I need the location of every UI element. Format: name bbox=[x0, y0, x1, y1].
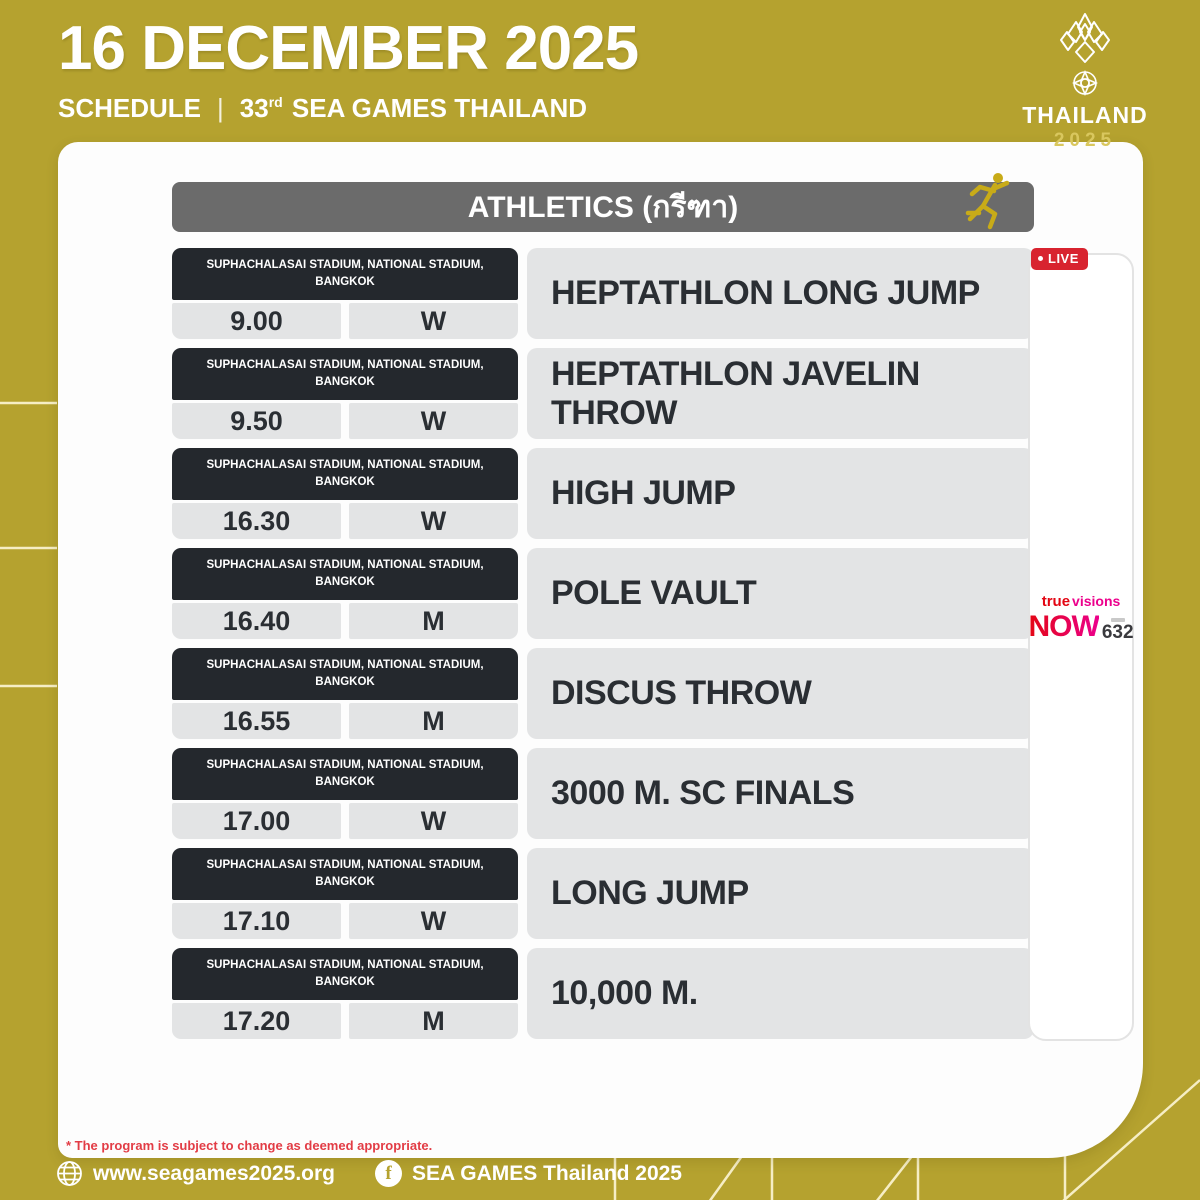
time-cell: 16.40 bbox=[172, 603, 341, 639]
time-cell: 16.55 bbox=[172, 703, 341, 739]
time-gender-row: 17.00 W bbox=[172, 803, 518, 839]
venue-label: SUPHACHALASAI STADIUM, NATIONAL STADIUM,… bbox=[172, 648, 518, 700]
time-gender-row: 9.00 W bbox=[172, 303, 518, 339]
channel-mini-text bbox=[1110, 617, 1125, 622]
venue-time-block: SUPHACHALASAI STADIUM, NATIONAL STADIUM,… bbox=[172, 648, 518, 739]
venue-time-block: SUPHACHALASAI STADIUM, NATIONAL STADIUM,… bbox=[172, 748, 518, 839]
visions-brand: visions bbox=[1072, 593, 1121, 609]
venue-time-block: SUPHACHALASAI STADIUM, NATIONAL STADIUM,… bbox=[172, 848, 518, 939]
venue-time-block: SUPHACHALASAI STADIUM, NATIONAL STADIUM,… bbox=[172, 548, 518, 639]
time-cell: 17.00 bbox=[172, 803, 341, 839]
venue-label: SUPHACHALASAI STADIUM, NATIONAL STADIUM,… bbox=[172, 448, 518, 500]
page-header: 16 DECEMBER 2025 SCHEDULE | 33rd SEA GAM… bbox=[58, 14, 639, 124]
time-cell: 9.50 bbox=[172, 403, 341, 439]
time-gender-row: 17.10 W bbox=[172, 903, 518, 939]
page-footer: www.seagames2025.org f SEA GAMES Thailan… bbox=[0, 1160, 1200, 1187]
channel-block: 632 bbox=[1101, 617, 1134, 643]
subtitle-separator: | bbox=[217, 93, 224, 124]
event-name: DISCUS THROW bbox=[527, 648, 1034, 739]
schedule-card: ATHLETICS (กรีฑา) SUPHACHALASAI STADIUM,… bbox=[58, 142, 1143, 1158]
event-name: 10,000 M. bbox=[527, 948, 1034, 1039]
venue-label: SUPHACHALASAI STADIUM, NATIONAL STADIUM,… bbox=[172, 548, 518, 600]
venue-label: SUPHACHALASAI STADIUM, NATIONAL STADIUM,… bbox=[172, 248, 518, 300]
time-gender-row: 16.40 M bbox=[172, 603, 518, 639]
thailand-2025-logo: THAILAND 2025 bbox=[1018, 10, 1152, 152]
website-url: www.seagames2025.org bbox=[93, 1161, 336, 1185]
logo-year: 2025 bbox=[1053, 130, 1117, 151]
event-name: POLE VAULT bbox=[527, 548, 1034, 639]
gender-cell: M bbox=[349, 1003, 518, 1039]
channel-number: 632 bbox=[1101, 621, 1134, 643]
venue-label: SUPHACHALASAI STADIUM, NATIONAL STADIUM,… bbox=[172, 348, 518, 400]
globe-icon bbox=[57, 1161, 82, 1186]
gender-cell: W bbox=[349, 803, 518, 839]
athletics-runner-icon bbox=[965, 173, 1010, 230]
true-brand: true bbox=[1041, 593, 1071, 610]
time-cell: 16.30 bbox=[172, 503, 341, 539]
subtitle: SCHEDULE | 33rd SEA GAMES THAILAND bbox=[58, 93, 638, 124]
time-gender-row: 17.20 M bbox=[172, 1003, 518, 1039]
edition-rest: SEA GAMES THAILAND bbox=[284, 93, 588, 124]
sport-title: ATHLETICS (กรีฑา) bbox=[467, 190, 739, 224]
gender-cell: W bbox=[349, 403, 518, 439]
schedule-row: SUPHACHALASAI STADIUM, NATIONAL STADIUM,… bbox=[172, 448, 1034, 539]
time-cell: 17.10 bbox=[172, 903, 341, 939]
time-gender-row: 16.30 W bbox=[172, 503, 518, 539]
schedule-label: SCHEDULE bbox=[58, 93, 202, 124]
logo-country: THAILAND bbox=[1022, 102, 1148, 128]
now-logo: NOW bbox=[1028, 609, 1099, 643]
venue-time-block: SUPHACHALASAI STADIUM, NATIONAL STADIUM,… bbox=[172, 948, 518, 1039]
schedule-row: SUPHACHALASAI STADIUM, NATIONAL STADIUM,… bbox=[172, 748, 1034, 839]
disclaimer: * The program is subject to change as de… bbox=[66, 1138, 433, 1153]
gender-cell: W bbox=[349, 303, 518, 339]
event-name: 3000 M. SC FINALS bbox=[527, 748, 1034, 839]
time-gender-row: 9.50 W bbox=[172, 403, 518, 439]
live-badge: LIVE bbox=[1031, 248, 1088, 270]
edition-label: 33rd SEA GAMES THAILAND bbox=[240, 93, 587, 124]
schedule-row: SUPHACHALASAI STADIUM, NATIONAL STADIUM,… bbox=[172, 248, 1034, 339]
truevisions-wordmark: true visions bbox=[1030, 593, 1132, 611]
facebook-icon: f bbox=[375, 1160, 403, 1187]
event-name: LONG JUMP bbox=[527, 848, 1034, 939]
truevisions-now-logo: true visions NOW 632 bbox=[1028, 593, 1134, 643]
date-title: 16 DECEMBER 2025 bbox=[58, 14, 639, 83]
event-name: HEPTATHLON JAVELIN THROW bbox=[527, 348, 1034, 439]
logo-emblem-icon bbox=[1060, 13, 1110, 63]
schedule-row: SUPHACHALASAI STADIUM, NATIONAL STADIUM,… bbox=[172, 848, 1034, 939]
venue-label: SUPHACHALASAI STADIUM, NATIONAL STADIUM,… bbox=[172, 948, 518, 1000]
live-label: LIVE bbox=[1048, 251, 1079, 266]
gender-cell: M bbox=[349, 703, 518, 739]
event-name: HIGH JUMP bbox=[527, 448, 1034, 539]
live-dot-icon bbox=[1038, 256, 1043, 261]
sport-header-bar: ATHLETICS (กรีฑา) bbox=[172, 173, 1034, 232]
gender-cell: W bbox=[349, 903, 518, 939]
time-gender-row: 16.55 M bbox=[172, 703, 518, 739]
website-item: www.seagames2025.org bbox=[56, 1160, 335, 1187]
schedule-row: SUPHACHALASAI STADIUM, NATIONAL STADIUM,… bbox=[172, 648, 1034, 739]
time-cell: 9.00 bbox=[172, 303, 341, 339]
venue-time-block: SUPHACHALASAI STADIUM, NATIONAL STADIUM,… bbox=[172, 448, 518, 539]
facebook-page: SEA GAMES Thailand 2025 bbox=[412, 1161, 682, 1185]
event-name: HEPTATHLON LONG JUMP bbox=[527, 248, 1034, 339]
venue-time-block: SUPHACHALASAI STADIUM, NATIONAL STADIUM,… bbox=[172, 348, 518, 439]
venue-label: SUPHACHALASAI STADIUM, NATIONAL STADIUM,… bbox=[172, 848, 518, 900]
schedule-rows: SUPHACHALASAI STADIUM, NATIONAL STADIUM,… bbox=[172, 248, 1034, 1048]
time-cell: 17.20 bbox=[172, 1003, 341, 1039]
logo-flower-icon bbox=[1071, 69, 1099, 97]
edition-number: 33 bbox=[239, 93, 269, 124]
venue-label: SUPHACHALASAI STADIUM, NATIONAL STADIUM,… bbox=[172, 748, 518, 800]
schedule-row: SUPHACHALASAI STADIUM, NATIONAL STADIUM,… bbox=[172, 548, 1034, 639]
schedule-row: SUPHACHALASAI STADIUM, NATIONAL STADIUM,… bbox=[172, 348, 1034, 439]
now-channel-row: NOW 632 bbox=[1028, 609, 1134, 643]
venue-time-block: SUPHACHALASAI STADIUM, NATIONAL STADIUM,… bbox=[172, 248, 518, 339]
schedule-row: SUPHACHALASAI STADIUM, NATIONAL STADIUM,… bbox=[172, 948, 1034, 1039]
gender-cell: M bbox=[349, 603, 518, 639]
live-broadcast-panel: true visions NOW 632 bbox=[1028, 253, 1134, 1041]
gender-cell: W bbox=[349, 503, 518, 539]
facebook-item: f SEA GAMES Thailand 2025 bbox=[375, 1160, 682, 1187]
edition-suffix: rd bbox=[268, 94, 283, 111]
